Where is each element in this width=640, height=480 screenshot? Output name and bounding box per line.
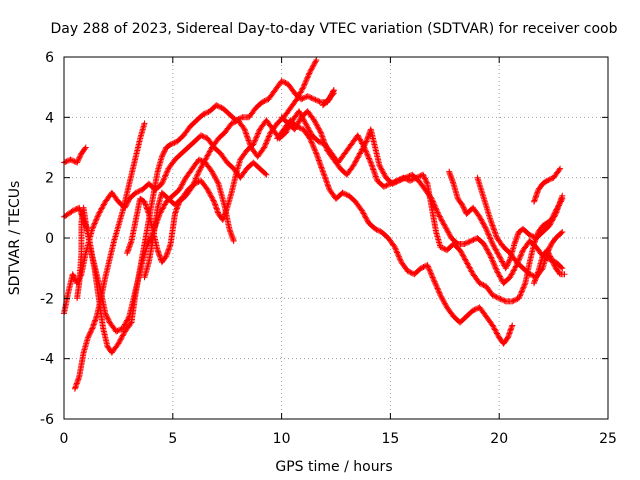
y-tick-label: -6 xyxy=(40,412,54,428)
ticks xyxy=(63,56,609,420)
x-axis-label: GPS time / hours xyxy=(275,459,392,475)
series-track-n xyxy=(319,87,337,109)
chart-title: Day 288 of 2023, Sidereal Day-to-day VTE… xyxy=(51,21,618,37)
data-markers xyxy=(141,108,566,305)
data-markers xyxy=(319,87,337,109)
data-markers xyxy=(274,117,516,347)
y-tick-label: 4 xyxy=(45,110,54,126)
series-track-m xyxy=(531,165,564,205)
data-markers xyxy=(531,247,568,287)
series-track-g xyxy=(141,108,566,305)
y-tick-label: 0 xyxy=(45,231,54,247)
data-markers xyxy=(531,165,564,205)
data-markers xyxy=(278,108,566,287)
y-tick-label: 2 xyxy=(45,171,54,187)
series-track-j xyxy=(446,168,566,272)
y-axis-label: SDTVAR / TECUs xyxy=(7,181,23,296)
x-tick-label: 10 xyxy=(273,431,291,447)
series-track-l xyxy=(531,247,568,287)
data-markers xyxy=(446,168,566,272)
tick-labels: 0 5 10 15 20 25 -6 -4 -2 0 2 4 6 xyxy=(40,50,617,447)
x-tick-label: 0 xyxy=(60,431,69,447)
y-tick-label: 6 xyxy=(45,50,54,66)
x-tick-label: 20 xyxy=(490,431,508,447)
series-track-i xyxy=(278,108,566,287)
series-track-h xyxy=(274,117,516,347)
data-layer xyxy=(61,57,568,392)
x-tick-label: 5 xyxy=(168,431,177,447)
x-tick-label: 15 xyxy=(381,431,399,447)
y-tick-label: -4 xyxy=(40,352,54,368)
x-tick-label: 25 xyxy=(599,431,617,447)
y-tick-label: -2 xyxy=(40,291,54,307)
